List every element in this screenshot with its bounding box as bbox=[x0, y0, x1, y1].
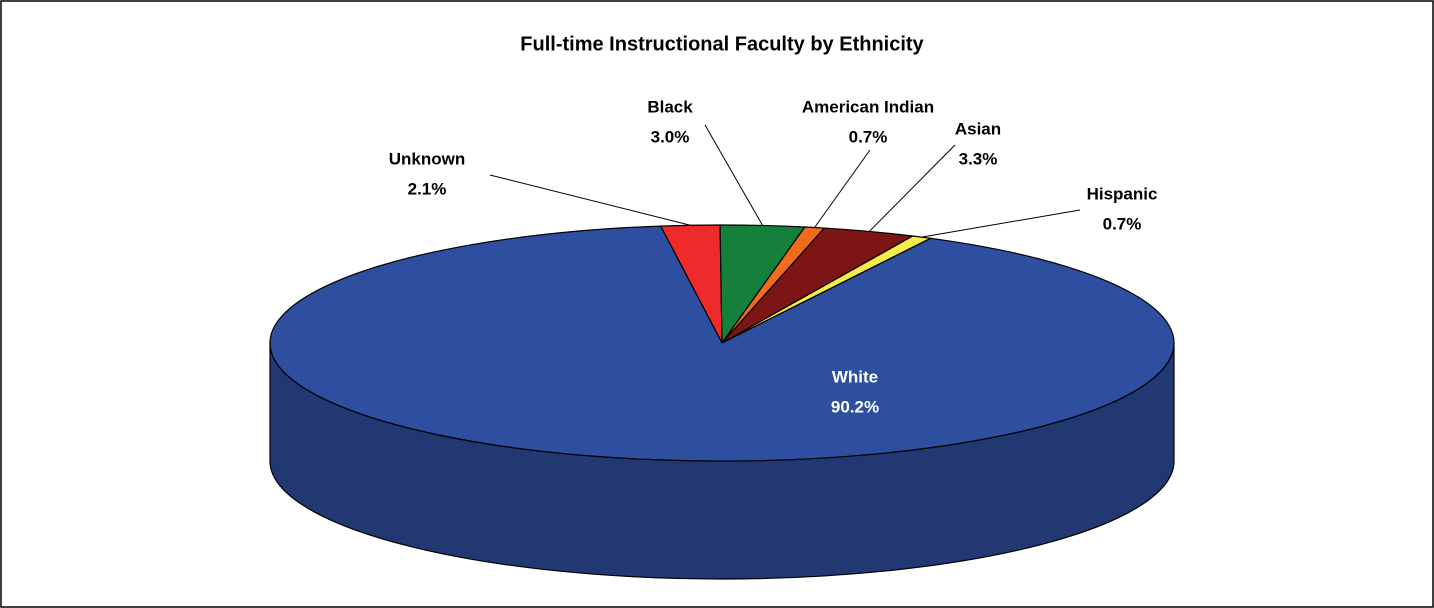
leader-line bbox=[704, 124, 764, 226]
slice-value-label: 0.7% bbox=[849, 127, 888, 146]
pie-slice bbox=[269, 225, 1175, 462]
slice-label: Unknown bbox=[389, 149, 466, 168]
slice-label: Black bbox=[647, 97, 693, 116]
leader-line bbox=[868, 144, 956, 232]
chart-title: Full-time Instructional Faculty by Ethni… bbox=[520, 33, 924, 55]
slice-value-label: 3.3% bbox=[959, 149, 998, 168]
slice-label: White bbox=[832, 367, 878, 386]
leader-line bbox=[921, 209, 1081, 238]
slice-label: American Indian bbox=[802, 97, 934, 116]
slice-label: Asian bbox=[955, 119, 1001, 138]
leader-line bbox=[489, 174, 691, 226]
slice-label: Hispanic bbox=[1087, 184, 1158, 203]
slice-value-label: 90.2% bbox=[831, 397, 879, 416]
slice-value-label: 3.0% bbox=[651, 127, 690, 146]
slice-value-label: 2.1% bbox=[408, 179, 447, 198]
slice-value-label: 0.7% bbox=[1103, 214, 1142, 233]
leader-line bbox=[814, 149, 871, 228]
